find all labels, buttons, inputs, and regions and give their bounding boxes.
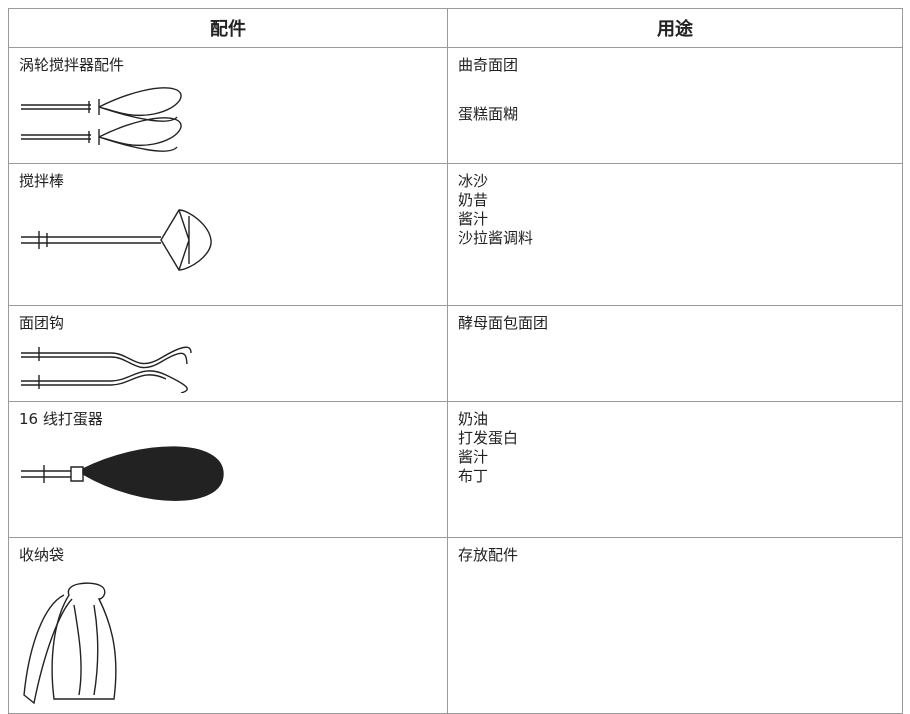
accessory-name: 搅拌棒 bbox=[19, 172, 65, 190]
header-cell: 配件 bbox=[8, 8, 448, 48]
accessory-name: 16 线打蛋器 bbox=[19, 410, 103, 428]
use: 酵母面包面团 bbox=[458, 314, 549, 332]
row: 面团钩 酵母面包面团 bbox=[8, 305, 903, 402]
use: 布丁 bbox=[458, 467, 489, 485]
use: 奶油 bbox=[458, 410, 489, 428]
storage-bag-icon bbox=[23, 582, 117, 705]
accessory-name: 面团钩 bbox=[19, 314, 65, 332]
accessory-cell: 搅拌棒 bbox=[8, 163, 448, 306]
accessory-cell: 收纳袋 bbox=[8, 537, 448, 714]
accessory-table: 配件 用途 涡轮搅拌器配件 曲奇面团 蛋糕面糊 搅拌棒 冰沙 奶昔 酱汁 沙拉酱调料 面… bbox=[8, 8, 903, 714]
use: 酱汁 bbox=[458, 210, 489, 228]
uses-cell: 冰沙 奶昔 酱汁 沙拉酱调料 bbox=[447, 163, 903, 306]
uses-cell: 奶油 打发蛋白 酱汁 布丁 bbox=[447, 401, 903, 538]
row: 16 线打蛋器 奶油 打发蛋白 酱汁 布丁 bbox=[8, 401, 903, 538]
accessory-cell: 面团钩 bbox=[8, 305, 448, 402]
use: 蛋糕面糊 bbox=[458, 105, 519, 123]
row: 涡轮搅拌器配件 曲奇面团蛋糕面糊 bbox=[8, 47, 903, 164]
header-cell: 用途 bbox=[447, 8, 903, 48]
page: 配件 用途 涡轮搅拌器配件 曲奇面团 蛋糕面糊 搅拌棒 冰沙 奶昔 酱汁 沙拉酱调料 面… bbox=[8, 8, 903, 714]
use: 奶昔 bbox=[458, 191, 489, 209]
use: 冰沙 bbox=[458, 172, 489, 190]
use: 沙拉酱调料 bbox=[458, 229, 534, 247]
accessory-name: 收纳袋 bbox=[19, 546, 65, 564]
accessory-cell: 涡轮搅拌器配件 bbox=[8, 47, 448, 164]
use: 存放配件 bbox=[458, 546, 519, 564]
header-row: 配件 用途 bbox=[8, 8, 903, 48]
whisk-icon bbox=[21, 446, 224, 501]
dough-hook-icon bbox=[21, 346, 192, 393]
blender-bar-icon bbox=[21, 209, 212, 271]
uses-cell: 曲奇面团 蛋糕面糊 bbox=[447, 47, 903, 164]
row: 收纳袋 存放配件 bbox=[8, 537, 903, 714]
turbo-beater-icon bbox=[21, 87, 182, 152]
uses-cell: 存放配件 bbox=[447, 537, 903, 714]
accessory-name: 涡轮搅拌器配件 bbox=[19, 56, 125, 74]
accessory-cell: 16 线打蛋器 bbox=[8, 401, 448, 538]
use: 打发蛋白 bbox=[458, 429, 519, 447]
row: 搅拌棒 冰沙 奶昔 酱汁 沙拉酱调料 bbox=[8, 163, 903, 306]
use: 酱汁 bbox=[458, 448, 489, 466]
uses-cell: 酵母面包面团 bbox=[447, 305, 903, 402]
use: 曲奇面团 bbox=[458, 56, 519, 74]
